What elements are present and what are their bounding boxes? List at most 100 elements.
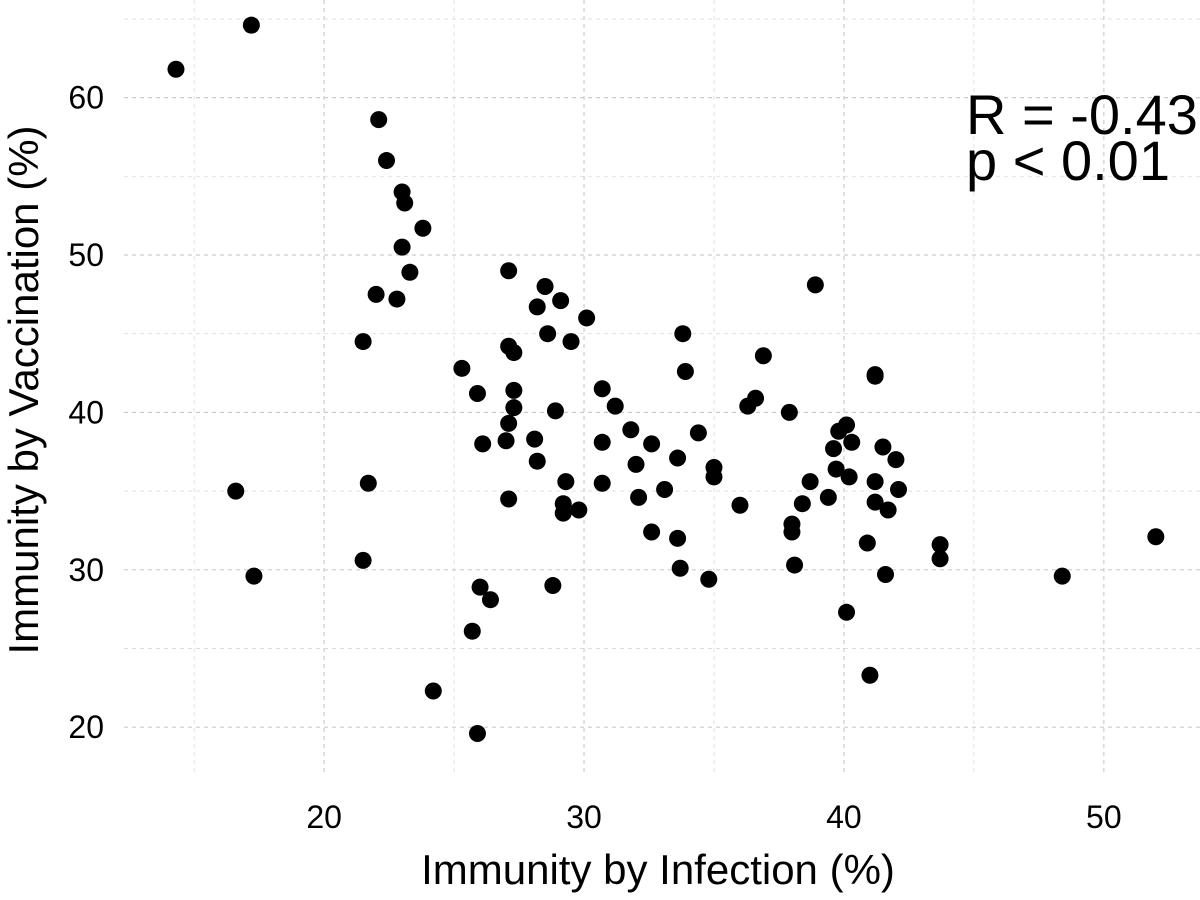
data-point xyxy=(671,559,689,577)
data-point xyxy=(242,16,260,34)
data-point xyxy=(877,566,895,584)
data-point xyxy=(861,666,879,684)
data-point xyxy=(879,501,897,519)
y-tick-labels: 20 30 40 50 60 xyxy=(68,80,104,746)
data-point xyxy=(367,285,385,303)
data-point xyxy=(471,578,489,596)
data-point xyxy=(874,438,892,456)
data-point xyxy=(245,567,263,585)
data-point xyxy=(931,550,949,568)
data-point xyxy=(838,416,856,434)
data-point xyxy=(890,481,908,499)
data-point xyxy=(843,433,861,451)
data-point xyxy=(526,430,544,448)
data-point xyxy=(500,414,518,432)
data-point xyxy=(528,452,546,470)
data-point xyxy=(468,725,486,743)
data-point xyxy=(528,298,546,316)
x-tick-label: 30 xyxy=(566,799,602,835)
data-point xyxy=(378,152,396,170)
data-point xyxy=(931,536,949,554)
data-point xyxy=(630,488,648,506)
data-point xyxy=(780,403,798,421)
data-point xyxy=(1053,567,1071,585)
data-point xyxy=(500,262,518,280)
data-point xyxy=(552,292,570,310)
data-point xyxy=(497,432,515,450)
data-point xyxy=(656,481,674,499)
data-point xyxy=(593,474,611,492)
data-point xyxy=(424,682,442,700)
data-point xyxy=(481,591,499,609)
grid-lines xyxy=(124,0,1200,776)
data-points xyxy=(167,16,1165,743)
y-tick-label: 30 xyxy=(68,552,104,588)
y-tick-label: 60 xyxy=(68,80,104,116)
y-tick-label: 50 xyxy=(68,237,104,273)
data-point xyxy=(689,424,707,442)
data-point xyxy=(866,366,884,384)
data-point xyxy=(1147,528,1165,546)
data-point xyxy=(370,111,388,129)
data-point xyxy=(676,362,694,380)
data-point xyxy=(167,60,185,78)
data-point xyxy=(731,496,749,514)
data-point xyxy=(866,473,884,491)
data-point xyxy=(827,460,845,478)
annotation-r: R = -0.43 xyxy=(966,83,1198,146)
data-point xyxy=(747,389,765,407)
data-point xyxy=(396,194,414,212)
data-point xyxy=(505,381,523,399)
data-point xyxy=(806,276,824,294)
data-point xyxy=(700,570,718,588)
data-point xyxy=(505,344,523,362)
y-tick-label: 40 xyxy=(68,394,104,430)
data-point xyxy=(354,551,372,569)
data-point xyxy=(539,325,557,343)
data-point xyxy=(825,440,843,458)
data-point xyxy=(786,556,804,574)
data-point xyxy=(866,493,884,511)
data-point xyxy=(474,435,492,453)
data-point xyxy=(838,603,856,621)
data-point xyxy=(801,473,819,491)
data-point xyxy=(674,325,692,343)
data-point xyxy=(544,577,562,595)
data-point xyxy=(622,421,640,439)
data-point xyxy=(468,385,486,403)
data-point xyxy=(401,263,419,281)
data-point xyxy=(227,482,245,500)
data-point xyxy=(562,333,580,351)
data-point xyxy=(643,523,661,541)
data-point xyxy=(359,474,377,492)
data-point xyxy=(500,490,518,508)
data-point xyxy=(669,449,687,467)
y-axis-title: Immunity by Vaccination (%) xyxy=(0,125,47,654)
data-point xyxy=(793,495,811,513)
data-point xyxy=(840,468,858,486)
data-point xyxy=(593,380,611,398)
data-point xyxy=(414,219,432,237)
data-point xyxy=(393,238,411,256)
data-point xyxy=(546,402,564,420)
data-point xyxy=(536,277,554,295)
data-point xyxy=(453,359,471,377)
data-point xyxy=(388,290,406,308)
data-point xyxy=(578,309,596,327)
data-point xyxy=(505,399,523,417)
data-point xyxy=(554,504,572,522)
data-point xyxy=(669,529,687,547)
x-tick-label: 20 xyxy=(306,799,342,835)
x-tick-label: 40 xyxy=(826,799,862,835)
data-point xyxy=(570,501,588,519)
data-point xyxy=(627,455,645,473)
data-point xyxy=(606,397,624,415)
data-point xyxy=(858,534,876,552)
x-tick-labels: 20 30 40 50 xyxy=(306,799,1121,835)
data-point xyxy=(593,433,611,451)
data-point xyxy=(463,622,481,640)
annotation-p: p < 0.01 xyxy=(966,129,1170,192)
data-point xyxy=(354,333,372,351)
y-tick-label: 20 xyxy=(68,709,104,745)
